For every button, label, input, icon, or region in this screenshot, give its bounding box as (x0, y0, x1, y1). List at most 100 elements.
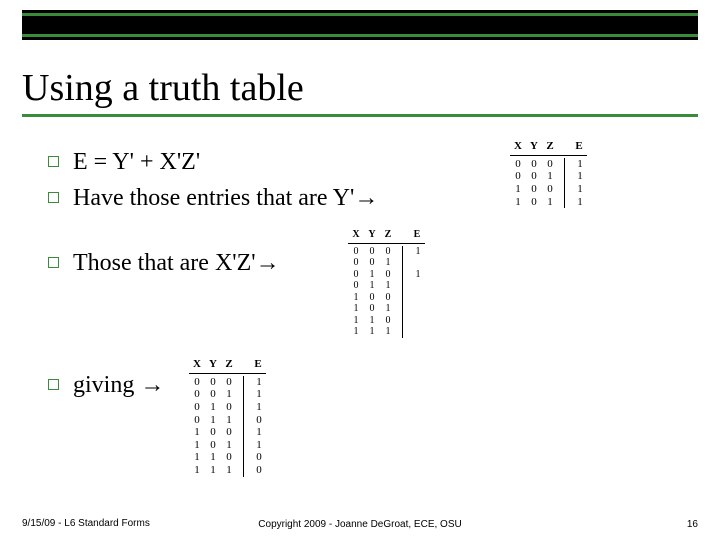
th: Z (380, 229, 396, 241)
td: 0 (510, 170, 526, 183)
table-row: 110 (348, 315, 425, 327)
td: 1 (252, 439, 266, 452)
td: 0 (380, 292, 396, 304)
td: 0 (221, 376, 237, 389)
bullet-label: Those that are X'Z' (73, 250, 256, 276)
td: 1 (348, 292, 364, 304)
th: E (572, 140, 586, 153)
table-row: 1100 (189, 451, 266, 464)
td: 0 (189, 414, 205, 427)
td: 1 (380, 257, 396, 269)
td: 1 (189, 451, 205, 464)
td: 0 (189, 401, 205, 414)
td: 1 (221, 388, 237, 401)
td: 0 (510, 158, 526, 171)
table-row: 0011 (510, 170, 587, 183)
td: 0 (205, 376, 221, 389)
td: 1 (364, 315, 380, 327)
td: 0 (364, 303, 380, 315)
td: 1 (573, 158, 587, 171)
td: 1 (364, 269, 380, 281)
td: 1 (380, 303, 396, 315)
td: 1 (189, 439, 205, 452)
table-row: 011 (348, 280, 425, 292)
table-row: 0011 (189, 388, 266, 401)
td: 1 (205, 464, 221, 477)
td: 1 (348, 303, 364, 315)
td (411, 315, 425, 327)
th: Z (542, 140, 558, 153)
td: 1 (348, 326, 364, 338)
td: 1 (380, 326, 396, 338)
td: 0 (348, 280, 364, 292)
th: E (251, 358, 265, 371)
bullet-text: Have those entries that are Y'→ (73, 182, 690, 214)
td: 0 (380, 269, 396, 281)
td: 1 (252, 388, 266, 401)
truth-table-xz-prime: XYZE00010010101011100101110111 (348, 229, 425, 338)
td: 0 (221, 451, 237, 464)
table-row: 111 (348, 326, 425, 338)
td: 0 (252, 414, 266, 427)
td: 0 (189, 388, 205, 401)
td: 0 (252, 451, 266, 464)
td: 0 (526, 183, 542, 196)
td: 0 (189, 376, 205, 389)
td: 1 (205, 401, 221, 414)
td: 1 (510, 196, 526, 209)
td: 1 (189, 464, 205, 477)
td: 1 (205, 451, 221, 464)
td: 1 (542, 170, 558, 183)
td: 1 (252, 426, 266, 439)
bullet-item: giving → (48, 369, 690, 401)
td: 1 (205, 414, 221, 427)
td: 1 (221, 464, 237, 477)
band-stripe-top (22, 13, 698, 16)
table-row: 0101 (348, 269, 425, 281)
bullet-marker (48, 257, 59, 268)
td: 0 (205, 426, 221, 439)
td: 1 (221, 439, 237, 452)
td: 0 (252, 464, 266, 477)
title-band (22, 10, 698, 40)
td: 1 (411, 246, 425, 258)
td: 0 (205, 388, 221, 401)
bullet-text: giving → (73, 369, 690, 401)
td (411, 303, 425, 315)
td: 0 (205, 439, 221, 452)
th: X (348, 229, 364, 241)
bullet-label: Have those entries that are Y' (73, 185, 354, 211)
bullet-text: E = Y' + X'Z' (73, 146, 690, 178)
td: 0 (348, 246, 364, 258)
td: 1 (252, 376, 266, 389)
th: Z (221, 358, 237, 371)
td: 1 (364, 326, 380, 338)
td: 1 (573, 183, 587, 196)
td: 1 (411, 269, 425, 281)
arrow-right-icon: → (354, 184, 378, 211)
bullet-item: E = Y' + X'Z' (48, 146, 690, 178)
th: Y (205, 358, 221, 371)
arrow-right-icon: → (140, 371, 164, 398)
table-row: 1001 (510, 183, 587, 196)
td: 0 (380, 246, 396, 258)
table-row: 0001 (348, 246, 425, 258)
td: 1 (189, 426, 205, 439)
td: 1 (252, 401, 266, 414)
band-stripe-bottom (22, 34, 698, 37)
footer-page-num: 16 (687, 519, 698, 530)
td: 1 (364, 280, 380, 292)
td: 1 (573, 196, 587, 209)
bullet-marker (48, 156, 59, 167)
table-row: 101 (348, 303, 425, 315)
title-underline (22, 114, 698, 117)
td: 0 (380, 315, 396, 327)
td: 0 (221, 401, 237, 414)
td (411, 280, 425, 292)
th: Y (526, 140, 542, 153)
bullet-label: giving (73, 372, 140, 398)
table-row: 1001 (189, 426, 266, 439)
table-row: 1110 (189, 464, 266, 477)
td: 1 (573, 170, 587, 183)
td: 0 (526, 196, 542, 209)
